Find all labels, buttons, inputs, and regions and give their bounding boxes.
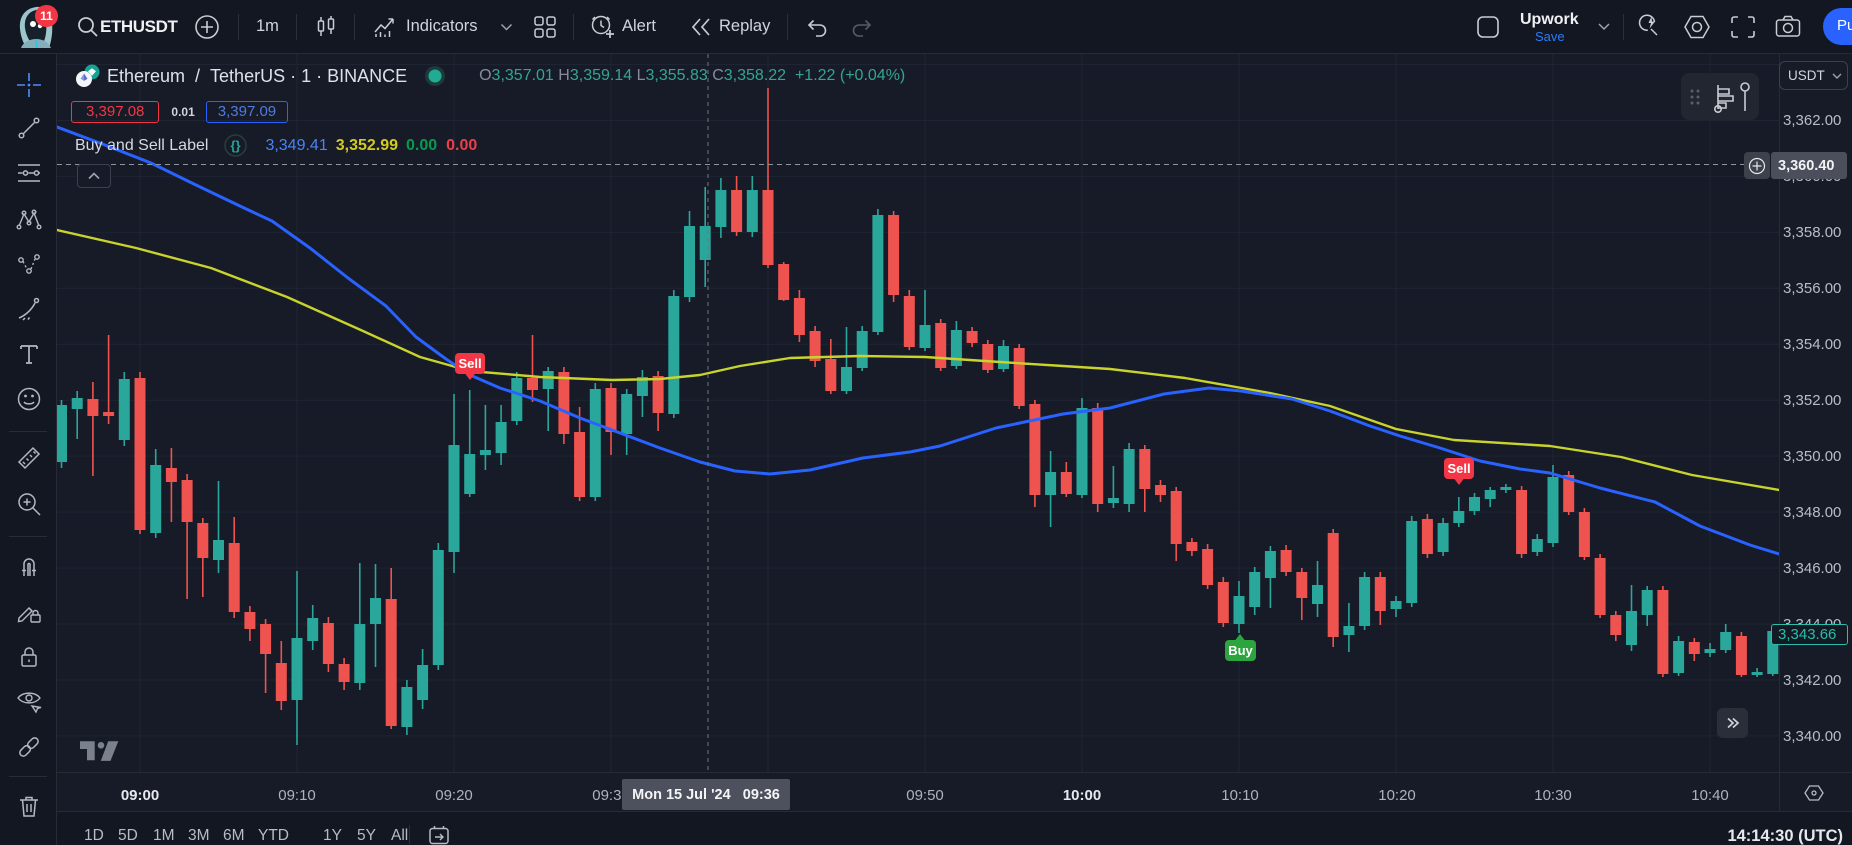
svg-text:Buy: Buy [1228,643,1253,658]
svg-text:Sell: Sell [458,356,481,371]
svg-text:{}: {} [231,138,241,153]
svg-text:Sell: Sell [1447,461,1470,476]
